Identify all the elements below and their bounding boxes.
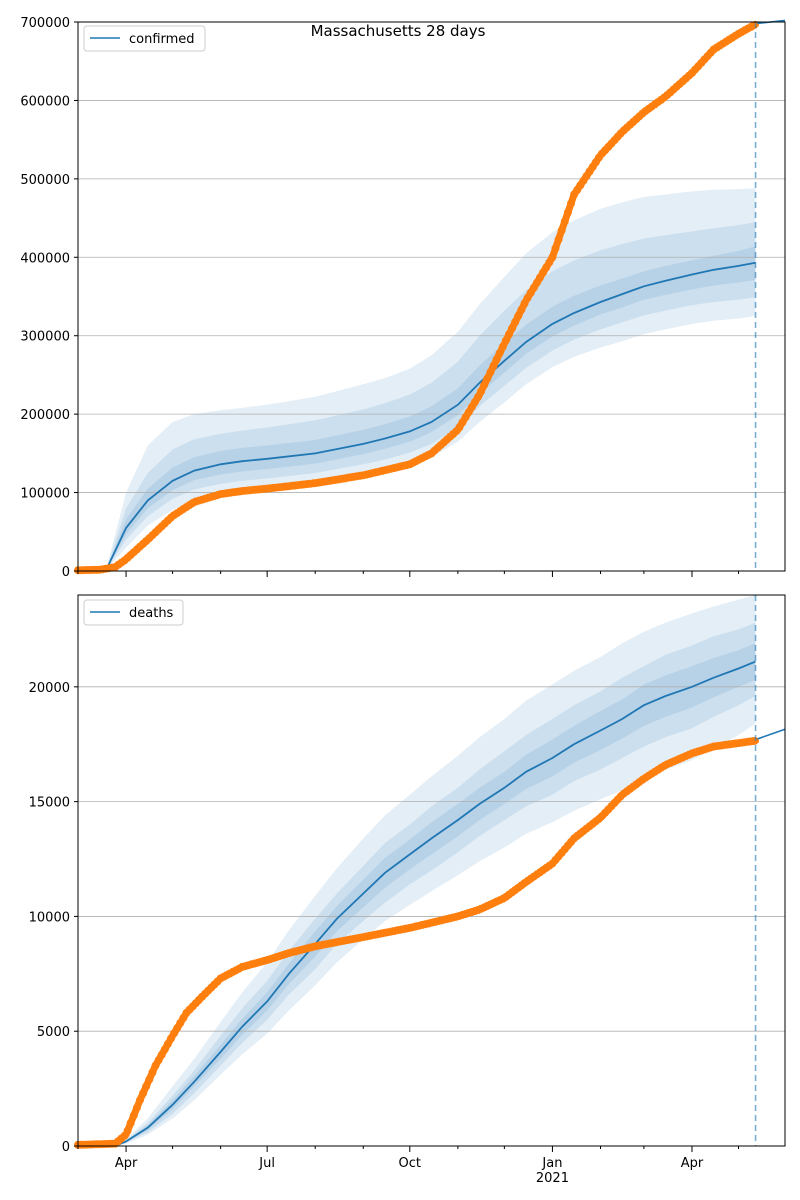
y-tick-label: 0: [62, 565, 70, 580]
confirmed-bands: [78, 188, 756, 572]
observed-point: [567, 199, 575, 208]
observed-point: [480, 381, 489, 389]
confirmed-y-ticks: 0 100000 200000 300000 400000 500000 600000 700…: [20, 16, 78, 580]
observed-point: [489, 361, 498, 370]
x-tick-label: Jan: [541, 1156, 562, 1171]
y-tick-label: 400000: [20, 251, 70, 266]
confirmed-panel: 0 100000 200000 300000 400000 500000 600000 700…: [20, 16, 786, 580]
band-confirmed-2: [78, 246, 756, 572]
deaths-legend: deaths: [83, 599, 184, 626]
deaths-gridlines: [78, 686, 785, 1032]
observed-point: [548, 253, 557, 262]
observed-point: [560, 217, 569, 226]
deaths-y-ticks: 0 5000 10000 15000 20000: [29, 681, 78, 1155]
observed-point: [505, 330, 513, 339]
y-tick-label: 100000: [20, 487, 70, 502]
observed-point: [123, 1126, 132, 1135]
observed-point: [554, 235, 563, 244]
observed-point: [551, 244, 560, 253]
observed-point: [145, 1075, 154, 1084]
observed-point: [483, 374, 492, 383]
observed-point: [129, 1111, 138, 1120]
confirmed-axes-frame: [77, 21, 786, 572]
confirmed-observed-points: [74, 21, 758, 575]
observed-point: [750, 737, 758, 745]
y-tick-label: 5000: [37, 1025, 70, 1040]
observed-point: [477, 387, 486, 396]
confirmed-legend-label: confirmed: [129, 32, 195, 47]
y-tick-label: 200000: [20, 408, 70, 423]
y-tick-label: 20000: [29, 681, 70, 696]
x-tick-label: Jul: [258, 1156, 275, 1171]
confirmed-legend: confirmed: [83, 25, 206, 52]
observed-point: [492, 355, 501, 364]
model-median-line: [77, 261, 756, 572]
y-tick-label: 600000: [20, 94, 70, 109]
observed-point: [563, 208, 572, 217]
observed-point: [142, 1082, 151, 1091]
observed-point: [139, 1089, 148, 1098]
deaths-legend-box: [83, 599, 184, 626]
confirmed-legend-box: [83, 25, 206, 52]
observed-point: [498, 342, 507, 351]
observed-point: [514, 311, 523, 320]
y-tick-label: 300000: [20, 330, 70, 345]
observed-point: [508, 324, 517, 333]
observed-point: [126, 1119, 135, 1127]
band-deaths-1: [78, 622, 756, 1146]
forecast-line: [755, 728, 786, 741]
observed-point: [511, 318, 520, 326]
observed-point: [495, 349, 504, 358]
observed-point: [148, 1068, 157, 1077]
x-tick-label: Oct: [399, 1156, 421, 1171]
y-tick-label: 0: [62, 1140, 70, 1155]
band-confirmed-0: [78, 188, 756, 572]
deaths-axes-frame: [77, 594, 786, 1147]
observed-point: [486, 368, 495, 377]
observed-point: [136, 1096, 144, 1105]
y-tick-label: 500000: [20, 173, 70, 188]
y-tick-label: 700000: [20, 16, 70, 31]
x-tick-sublabel: 2021: [536, 1171, 569, 1186]
band-deaths-0: [78, 595, 756, 1146]
model-median-line: [78, 660, 756, 1147]
x-tick-label: Apr: [115, 1156, 138, 1171]
confirmed-x-ticks: [77, 571, 739, 577]
band-confirmed-1: [78, 222, 756, 571]
y-tick-label: 10000: [29, 910, 70, 925]
y-tick-label: 15000: [29, 796, 70, 811]
observed-point: [517, 305, 526, 314]
figure-title: Massachusetts 28 days: [311, 22, 486, 40]
x-tick-label: Apr: [681, 1156, 704, 1171]
observed-point: [501, 336, 510, 345]
observed-point: [132, 1103, 141, 1112]
deaths-legend-label: deaths: [129, 606, 174, 621]
observed-point: [557, 226, 566, 235]
